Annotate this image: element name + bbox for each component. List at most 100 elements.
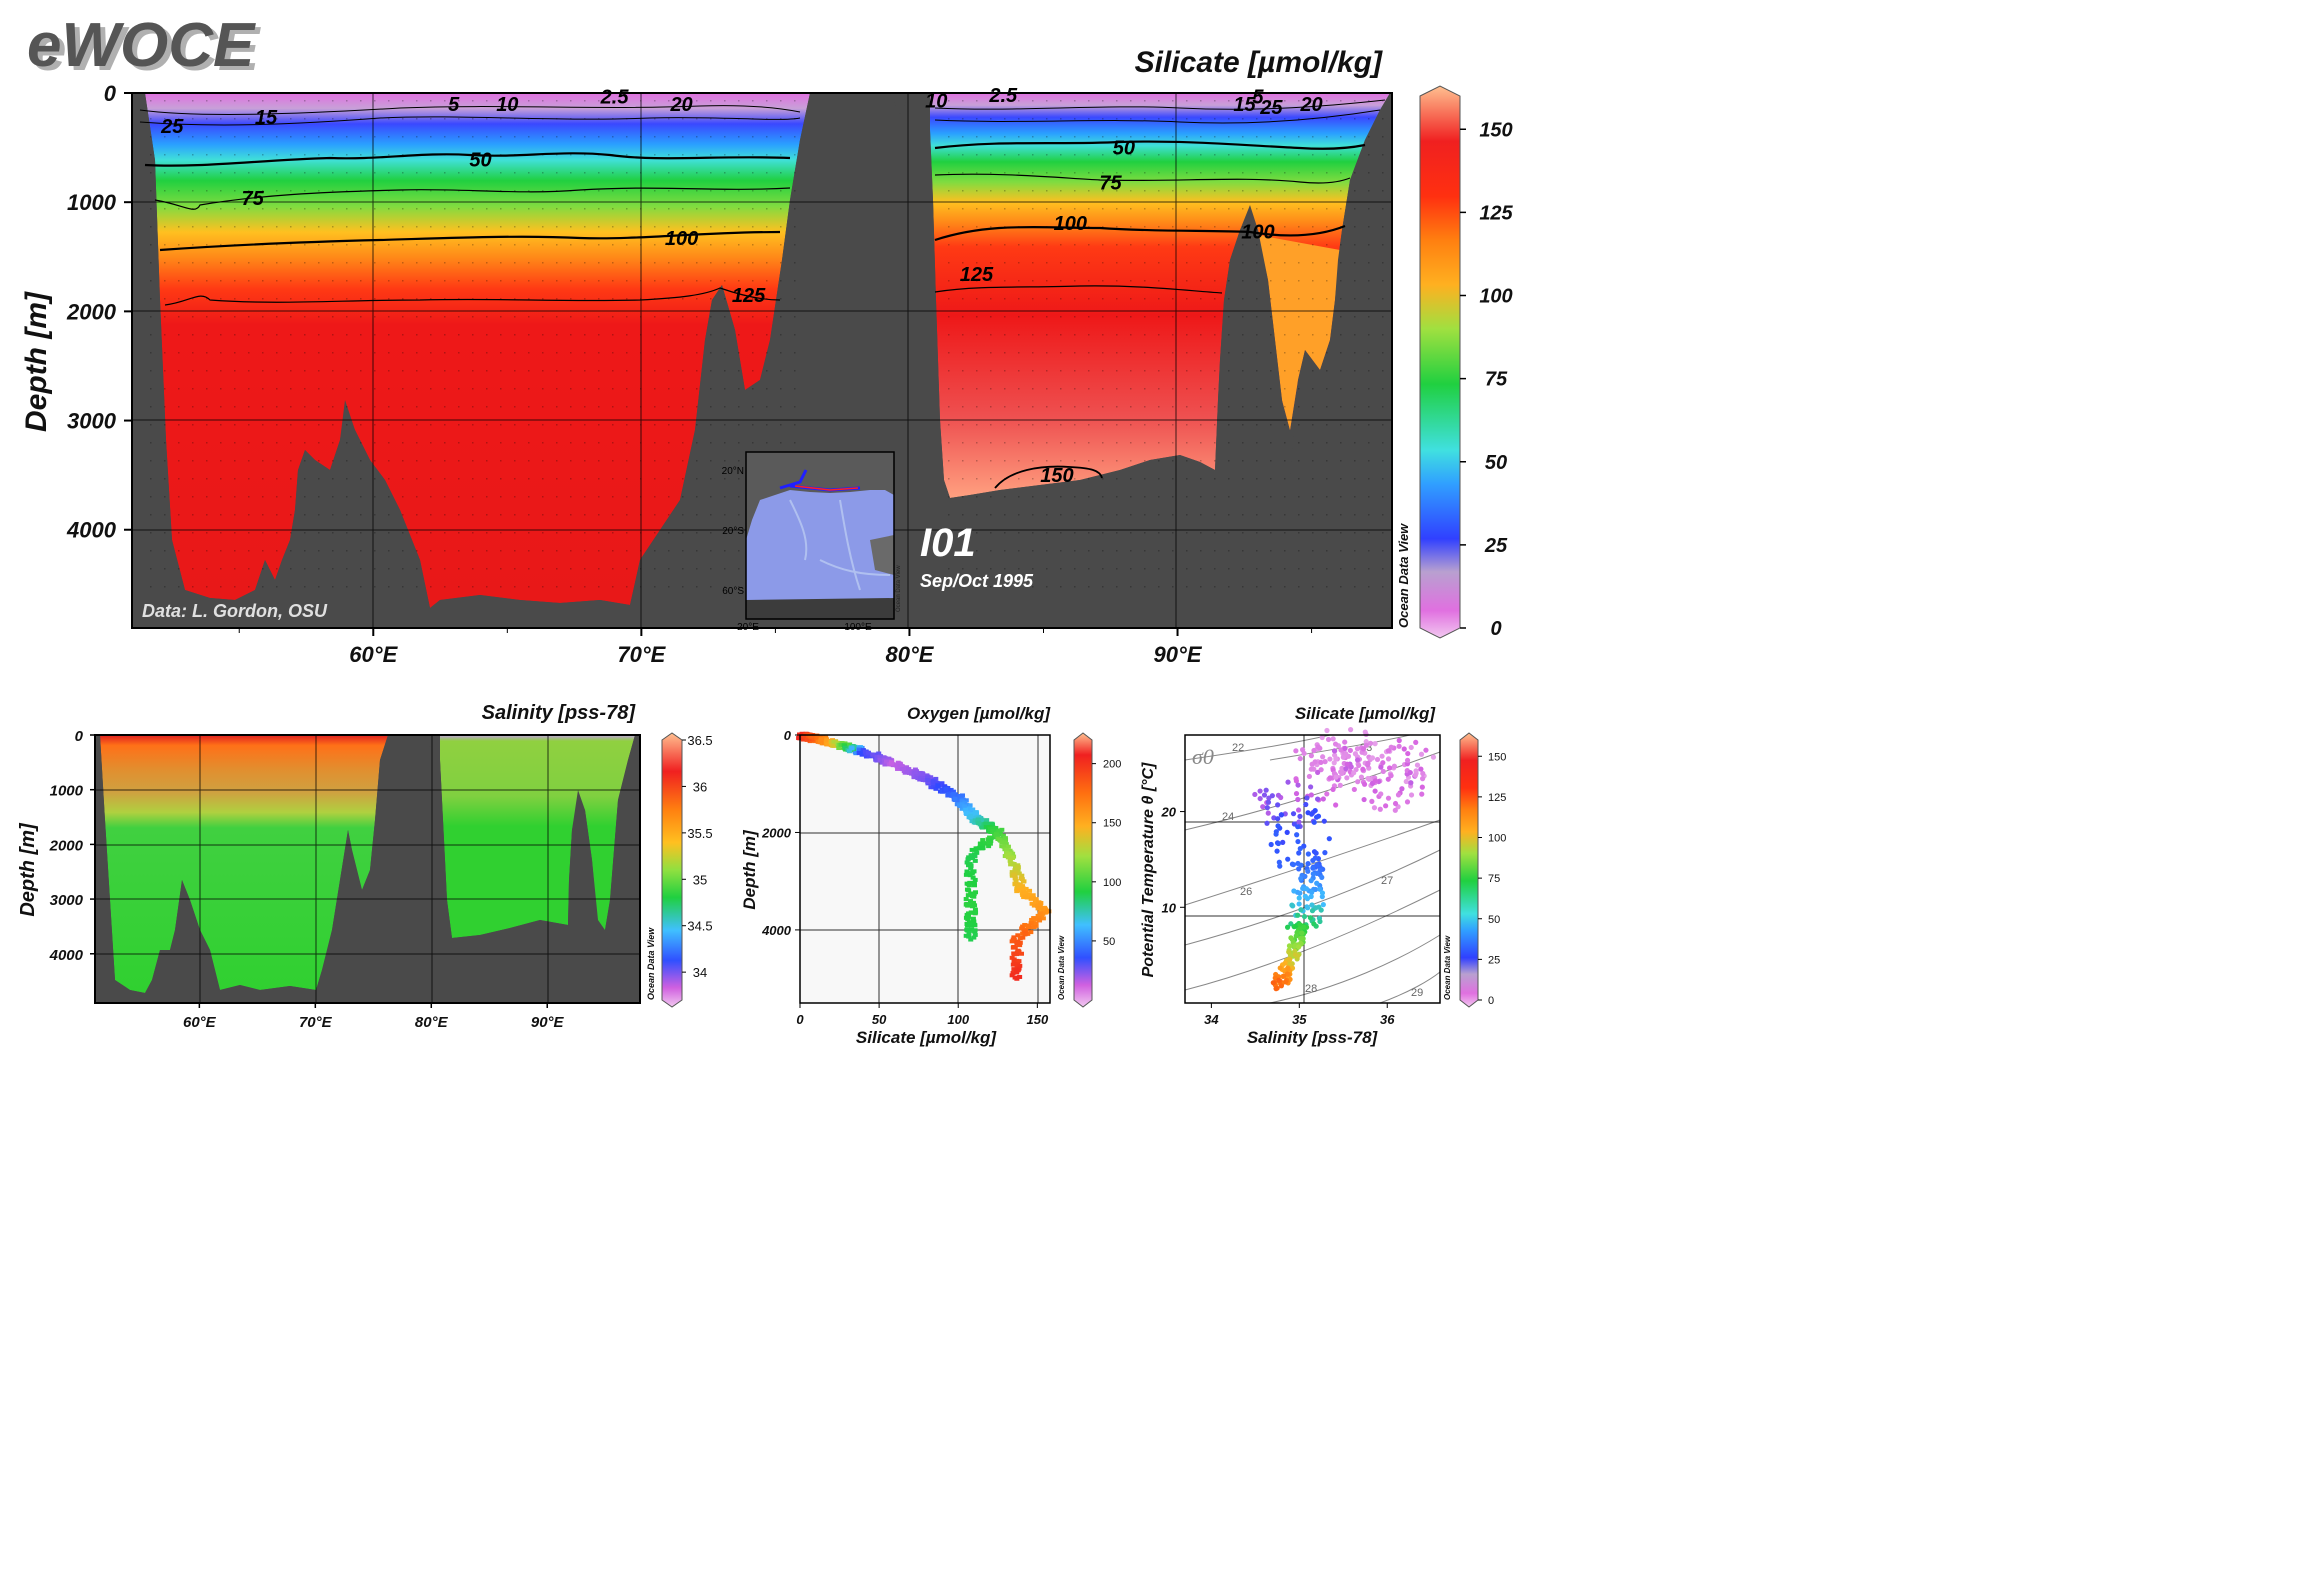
station-sample-dot (1060, 136, 1062, 138)
station-sample-dot (1144, 298, 1146, 300)
station-sample-dot (1172, 298, 1174, 300)
ts-scatter-point (1286, 943, 1293, 949)
station-sample-dot (458, 316, 460, 318)
station-sample-dot (304, 424, 306, 426)
station-sample-dot (990, 406, 992, 408)
station-sample-dot (500, 334, 502, 336)
station-sample-dot (1046, 118, 1048, 120)
station-sample-dot (710, 172, 712, 174)
station-sample-dot (598, 334, 600, 336)
station-sample-dot (1256, 172, 1258, 174)
station-sample-dot (976, 208, 978, 210)
ts-scatter-point (1297, 845, 1303, 852)
station-sample-dot (668, 280, 670, 282)
salinity-colorbar-tick-label: 35.5 (687, 826, 712, 841)
station-sample-dot (402, 478, 404, 480)
station-sample-dot (584, 514, 586, 516)
station-sample-dot (332, 208, 334, 210)
station-sample-dot (472, 226, 474, 228)
station-sample-dot (444, 334, 446, 336)
station-sample-dot (192, 532, 194, 534)
station-sample-dot (248, 568, 250, 570)
station-sample-dot (514, 136, 516, 138)
station-sample-dot (262, 208, 264, 210)
station-sample-dot (598, 172, 600, 174)
station-sample-dot (1354, 406, 1356, 408)
station-sample-dot (1088, 532, 1090, 534)
station-sample-dot (612, 316, 614, 318)
station-sample-dot (1186, 226, 1188, 228)
silicate-colorbar-tick-label: 25 (1484, 535, 1508, 557)
station-sample-dot (654, 208, 656, 210)
station-sample-dot (556, 514, 558, 516)
station-sample-dot (1340, 244, 1342, 246)
station-sample-dot (1158, 100, 1160, 102)
station-sample-dot (738, 424, 740, 426)
station-sample-dot (528, 298, 530, 300)
station-sample-dot (1046, 388, 1048, 390)
ts-colorbar-tick-label: 75 (1488, 873, 1500, 885)
station-sample-dot (1088, 388, 1090, 390)
station-sample-dot (1144, 154, 1146, 156)
station-sample-dot (318, 532, 320, 534)
station-sample-dot (514, 226, 516, 228)
station-sample-dot (738, 244, 740, 246)
station-sample-dot (1032, 514, 1034, 516)
salinity-colorbar-watermark: Ocean Data View (646, 927, 656, 1000)
ts-scatter-point (1396, 737, 1402, 744)
station-sample-dot (598, 568, 600, 570)
station-sample-dot (1214, 190, 1216, 192)
station-sample-dot (500, 478, 502, 480)
station-sample-dot (276, 586, 278, 588)
station-sample-dot (962, 460, 964, 462)
station-sample-dot (1186, 280, 1188, 282)
oxygen-scatter-point (972, 907, 978, 912)
station-sample-dot (1032, 190, 1034, 192)
oxygen-scatter-point (952, 796, 958, 801)
station-sample-dot (1368, 118, 1370, 120)
station-sample-dot (1088, 226, 1090, 228)
oxygen-scatter-point (999, 840, 1005, 845)
oxygen-scatter-point (883, 759, 889, 764)
station-sample-dot (1284, 298, 1286, 300)
station-sample-dot (1172, 586, 1174, 588)
station-sample-dot (1144, 190, 1146, 192)
station-sample-dot (178, 424, 180, 426)
ts-scatter-point (1338, 747, 1344, 753)
station-sample-dot (1130, 406, 1132, 408)
station-sample-dot (1340, 532, 1342, 534)
station-sample-dot (1046, 100, 1048, 102)
station-sample-dot (1354, 460, 1356, 462)
oxygen-scatter-point (796, 736, 802, 741)
station-sample-dot (1088, 406, 1090, 408)
station-sample-dot (1032, 550, 1034, 552)
station-sample-dot (542, 298, 544, 300)
oxygen-scatter-point (1027, 888, 1033, 893)
station-sample-dot (416, 496, 418, 498)
station-sample-dot (1130, 460, 1132, 462)
station-sample-dot (276, 190, 278, 192)
station-sample-dot (304, 100, 306, 102)
station-sample-dot (192, 118, 194, 120)
station-sample-dot (1256, 100, 1258, 102)
station-sample-dot (1060, 388, 1062, 390)
station-sample-dot (528, 550, 530, 552)
station-sample-dot (346, 514, 348, 516)
ts-scatter-point (1281, 973, 1287, 979)
station-sample-dot (976, 442, 978, 444)
station-sample-dot (416, 190, 418, 192)
oxygen-scatter-point (987, 827, 993, 832)
station-sample-dot (976, 316, 978, 318)
station-sample-dot (1228, 118, 1230, 120)
station-sample-dot (346, 586, 348, 588)
silicate-x-tick-label: 60°E (349, 642, 398, 667)
ts-scatter-point (1308, 878, 1314, 884)
station-sample-dot (304, 154, 306, 156)
oxygen-scatter-point (1020, 879, 1026, 884)
station-sample-dot (1214, 100, 1216, 102)
oxygen-scatter-point (943, 786, 949, 791)
station-sample-dot (164, 100, 166, 102)
